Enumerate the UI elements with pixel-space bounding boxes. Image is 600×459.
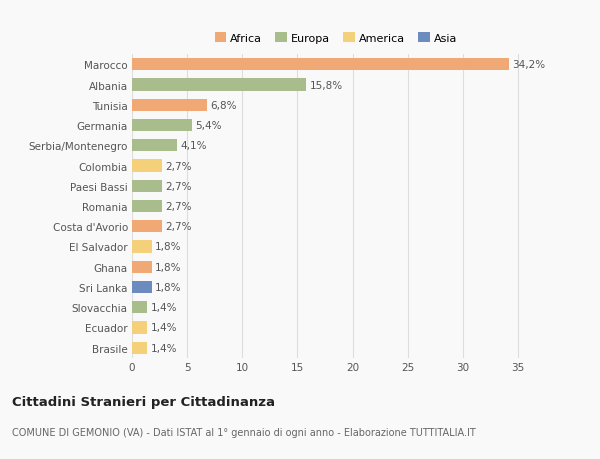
Text: 1,4%: 1,4% <box>151 323 177 333</box>
Bar <box>132 201 162 213</box>
Text: 4,1%: 4,1% <box>181 141 207 151</box>
Text: Cittadini Stranieri per Cittadinanza: Cittadini Stranieri per Cittadinanza <box>12 395 275 408</box>
Text: 1,4%: 1,4% <box>151 302 177 313</box>
Bar <box>132 221 162 233</box>
Bar <box>132 140 177 152</box>
Bar <box>132 100 207 112</box>
Bar <box>132 281 152 293</box>
Text: 5,4%: 5,4% <box>195 121 221 131</box>
Text: 15,8%: 15,8% <box>310 80 343 90</box>
Text: 1,8%: 1,8% <box>155 262 182 272</box>
Text: 6,8%: 6,8% <box>210 101 237 111</box>
Text: 34,2%: 34,2% <box>512 60 545 70</box>
Bar <box>132 241 152 253</box>
Bar <box>132 180 162 192</box>
Legend: Africa, Europa, America, Asia: Africa, Europa, America, Asia <box>215 33 457 44</box>
Text: 1,8%: 1,8% <box>155 282 182 292</box>
Text: 2,7%: 2,7% <box>165 161 191 171</box>
Bar <box>132 322 148 334</box>
Bar <box>132 120 191 132</box>
Text: COMUNE DI GEMONIO (VA) - Dati ISTAT al 1° gennaio di ogni anno - Elaborazione TU: COMUNE DI GEMONIO (VA) - Dati ISTAT al 1… <box>12 427 476 437</box>
Text: 1,8%: 1,8% <box>155 242 182 252</box>
Text: 2,7%: 2,7% <box>165 181 191 191</box>
Bar <box>132 160 162 172</box>
Bar <box>132 59 509 71</box>
Text: 1,4%: 1,4% <box>151 343 177 353</box>
Bar <box>132 302 148 313</box>
Bar <box>132 342 148 354</box>
Bar <box>132 261 152 273</box>
Bar <box>132 79 306 91</box>
Text: 2,7%: 2,7% <box>165 222 191 232</box>
Text: 2,7%: 2,7% <box>165 202 191 212</box>
